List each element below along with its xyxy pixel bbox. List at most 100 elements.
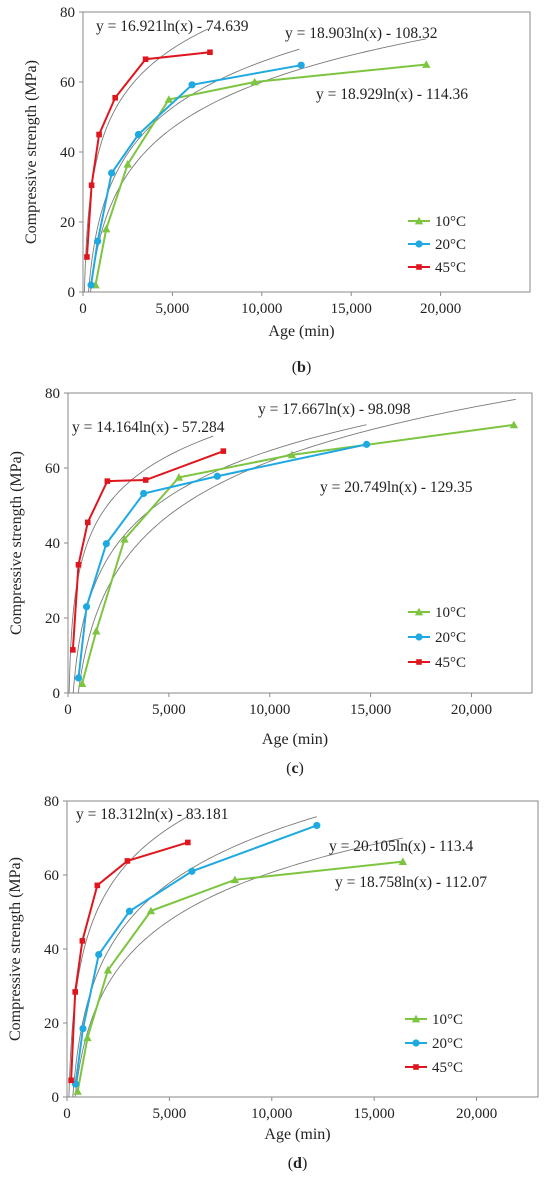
legend-marker	[416, 659, 422, 665]
series-line-45°C	[85, 51, 211, 258]
data-point	[104, 478, 111, 484]
x-tick-label: 10,000	[249, 702, 290, 718]
x-axis-title: Age (min)	[264, 1126, 330, 1143]
data-point	[83, 1033, 92, 1042]
data-point	[84, 519, 91, 526]
data-point	[103, 965, 113, 974]
x-axis-title: Age (min)	[262, 731, 328, 748]
panel-label: (d)	[288, 1155, 308, 1172]
x-axis-title: Age (min)	[268, 323, 334, 340]
data-point	[96, 131, 102, 138]
data-point	[74, 674, 83, 682]
data-point	[94, 237, 102, 245]
x-tick-label: 0	[64, 702, 72, 718]
fit-equation: y = 16.921ln(x) - 74.639	[96, 18, 249, 35]
series-line-10°C	[94, 63, 427, 286]
data-point	[73, 1087, 82, 1095]
legend-entry: 10°C	[435, 605, 466, 621]
data-point	[134, 130, 143, 139]
fit-equation: y = 14.164ln(x) - 57.284	[72, 419, 225, 436]
y-tick-label: 20	[44, 1016, 59, 1032]
series-line-10°C	[81, 423, 514, 684]
y-tick-label: 80	[45, 386, 60, 402]
data-point	[87, 281, 95, 289]
data-point	[250, 77, 259, 86]
fit-equation: y = 17.667ln(x) - 98.098	[258, 401, 411, 418]
legend-entry: 45°C	[435, 655, 466, 671]
data-point	[140, 489, 148, 498]
fit-curve-20°C	[72, 424, 367, 693]
data-point	[72, 989, 78, 995]
x-tick-label: 10,000	[251, 1106, 292, 1122]
x-tick-label: 20,000	[456, 1106, 497, 1122]
legend-marker	[414, 216, 424, 225]
x-tick-label: 0	[79, 301, 87, 317]
legend-marker	[413, 1064, 419, 1070]
series-line-20°C	[74, 824, 318, 1085]
data-point	[174, 473, 184, 481]
legend-marker	[415, 240, 423, 248]
y-tick-label: 40	[60, 145, 75, 161]
x-tick-label: 20,000	[451, 702, 492, 718]
x-tick-label: 15,000	[354, 1106, 395, 1122]
data-point	[398, 857, 408, 866]
data-point	[75, 561, 82, 568]
data-point	[84, 254, 90, 260]
fit-equation: y = 18.312ln(x) - 83.181	[76, 806, 229, 823]
y-axis-title: Compressive strength (MPa)	[8, 451, 25, 635]
data-point	[164, 95, 174, 103]
x-tick-label: 5,000	[152, 702, 186, 718]
legend-entry: 45°C	[435, 260, 466, 276]
data-point	[188, 81, 196, 89]
fit-curve-20°C	[72, 816, 317, 1097]
data-point	[79, 1024, 87, 1033]
legend-marker	[416, 264, 422, 270]
data-point	[297, 61, 305, 69]
x-tick-label: 20,000	[420, 301, 461, 317]
data-point	[102, 540, 110, 548]
fit-curve-10°C	[90, 38, 427, 292]
fit-equation: y = 18.903ln(x) - 108.32	[285, 25, 438, 42]
data-point	[124, 858, 131, 864]
fit-curve-20°C	[88, 48, 300, 292]
y-tick-label: 20	[60, 215, 75, 231]
data-point	[125, 907, 134, 915]
x-tick-label: 0	[63, 1106, 71, 1122]
x-tick-label: 5,000	[153, 1106, 187, 1122]
data-point	[142, 56, 149, 63]
series-line-10°C	[76, 860, 403, 1092]
data-point	[287, 450, 297, 459]
x-tick-label: 15,000	[331, 301, 372, 317]
legend-entry: 20°C	[432, 1036, 463, 1052]
y-tick-label: 80	[44, 794, 59, 810]
legend: 10°C 20°C 45°C	[408, 214, 466, 276]
chart-panel-3: 0 20 40 60 80 0 5,000 10,000 15,000 20,000 Age (mi…	[7, 794, 539, 1172]
data-point	[120, 535, 129, 543]
fit-equation: y = 18.758ln(x) - 112.07	[335, 874, 487, 891]
panel-label: (c)	[286, 760, 304, 777]
legend-entry: 20°C	[435, 630, 466, 646]
data-point	[95, 950, 103, 959]
y-tick-label: 60	[60, 75, 75, 91]
data-point	[102, 224, 111, 233]
y-axis-title: Compressive strength (MPa)	[7, 857, 24, 1041]
fit-curve-10°C	[77, 398, 516, 693]
data-point	[213, 472, 221, 480]
y-axis-title: Compressive strength (MPa)	[23, 60, 40, 244]
x-tick-label: 5,000	[156, 301, 190, 317]
data-point	[88, 182, 95, 189]
y-tick-label: 0	[68, 285, 76, 301]
y-tick-label: 0	[53, 686, 61, 702]
legend-entry: 20°C	[435, 237, 466, 253]
data-point	[123, 160, 132, 168]
data-point	[92, 626, 101, 635]
data-point	[94, 882, 101, 889]
legend-marker	[414, 607, 424, 616]
data-point	[79, 938, 86, 944]
data-point	[142, 477, 149, 483]
data-point	[230, 875, 240, 884]
plot-area	[67, 392, 533, 694]
data-point	[68, 1077, 74, 1084]
data-point	[207, 49, 213, 56]
